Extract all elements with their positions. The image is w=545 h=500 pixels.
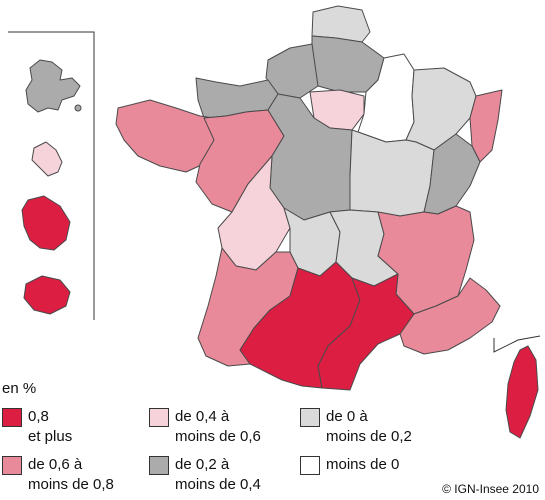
legend-title: en % <box>2 380 37 397</box>
legend-label-3: de 0,4 à moins de 0,6 <box>175 408 261 445</box>
legend-item-6: moins de 0 <box>300 455 399 475</box>
legend-label-6: moins de 0 <box>326 456 400 473</box>
copyright-text: © IGN-Insee 2010 <box>442 482 539 496</box>
legend-item-2: de 0,6 à moins de 0,8 <box>2 455 114 495</box>
overseas-inset-frame <box>8 31 95 320</box>
region-guadeloupe <box>25 59 81 113</box>
legend-label-5: de 0 à moins de 0,2 <box>326 408 412 445</box>
legend-item-3: de 0,4 à moins de 0,6 <box>149 407 261 447</box>
region-languedoc-roussillon <box>317 273 415 391</box>
region-picardie <box>311 35 385 93</box>
region-reunion <box>23 275 71 315</box>
legend-swatch-3 <box>149 408 169 427</box>
region-lorraine <box>405 67 477 151</box>
region-corse <box>505 345 539 439</box>
region-guyane <box>21 195 71 251</box>
legend-label-2: de 0,6 à moins de 0,8 <box>28 456 114 493</box>
legend-swatch-2 <box>2 456 22 475</box>
region-guadeloupe-islet <box>74 104 82 112</box>
legend-item-4: de 0,2 à moins de 0,4 <box>149 455 261 495</box>
legend-label-1: 0,8 et plus <box>28 408 73 445</box>
legend-item-5: de 0 à moins de 0,2 <box>300 407 412 447</box>
region-poitou-charentes <box>217 155 291 271</box>
legend-swatch-6 <box>300 456 320 475</box>
legend-swatch-1 <box>2 408 22 427</box>
legend-swatch-4 <box>149 456 169 475</box>
region-rhone-alpes <box>377 205 475 315</box>
region-martinique <box>31 141 63 177</box>
region-provence-alpes-cote-azur <box>399 277 501 355</box>
region-midi-pyrenees <box>239 261 361 389</box>
legend-swatch-5 <box>300 408 320 427</box>
region-franche-comte <box>423 133 481 215</box>
legend-label-4: de 0,2 à moins de 0,4 <box>175 456 261 493</box>
legend-item-1: 0,8 et plus <box>2 407 72 447</box>
corse-inset-frame <box>493 335 541 353</box>
region-alsace <box>469 89 503 163</box>
